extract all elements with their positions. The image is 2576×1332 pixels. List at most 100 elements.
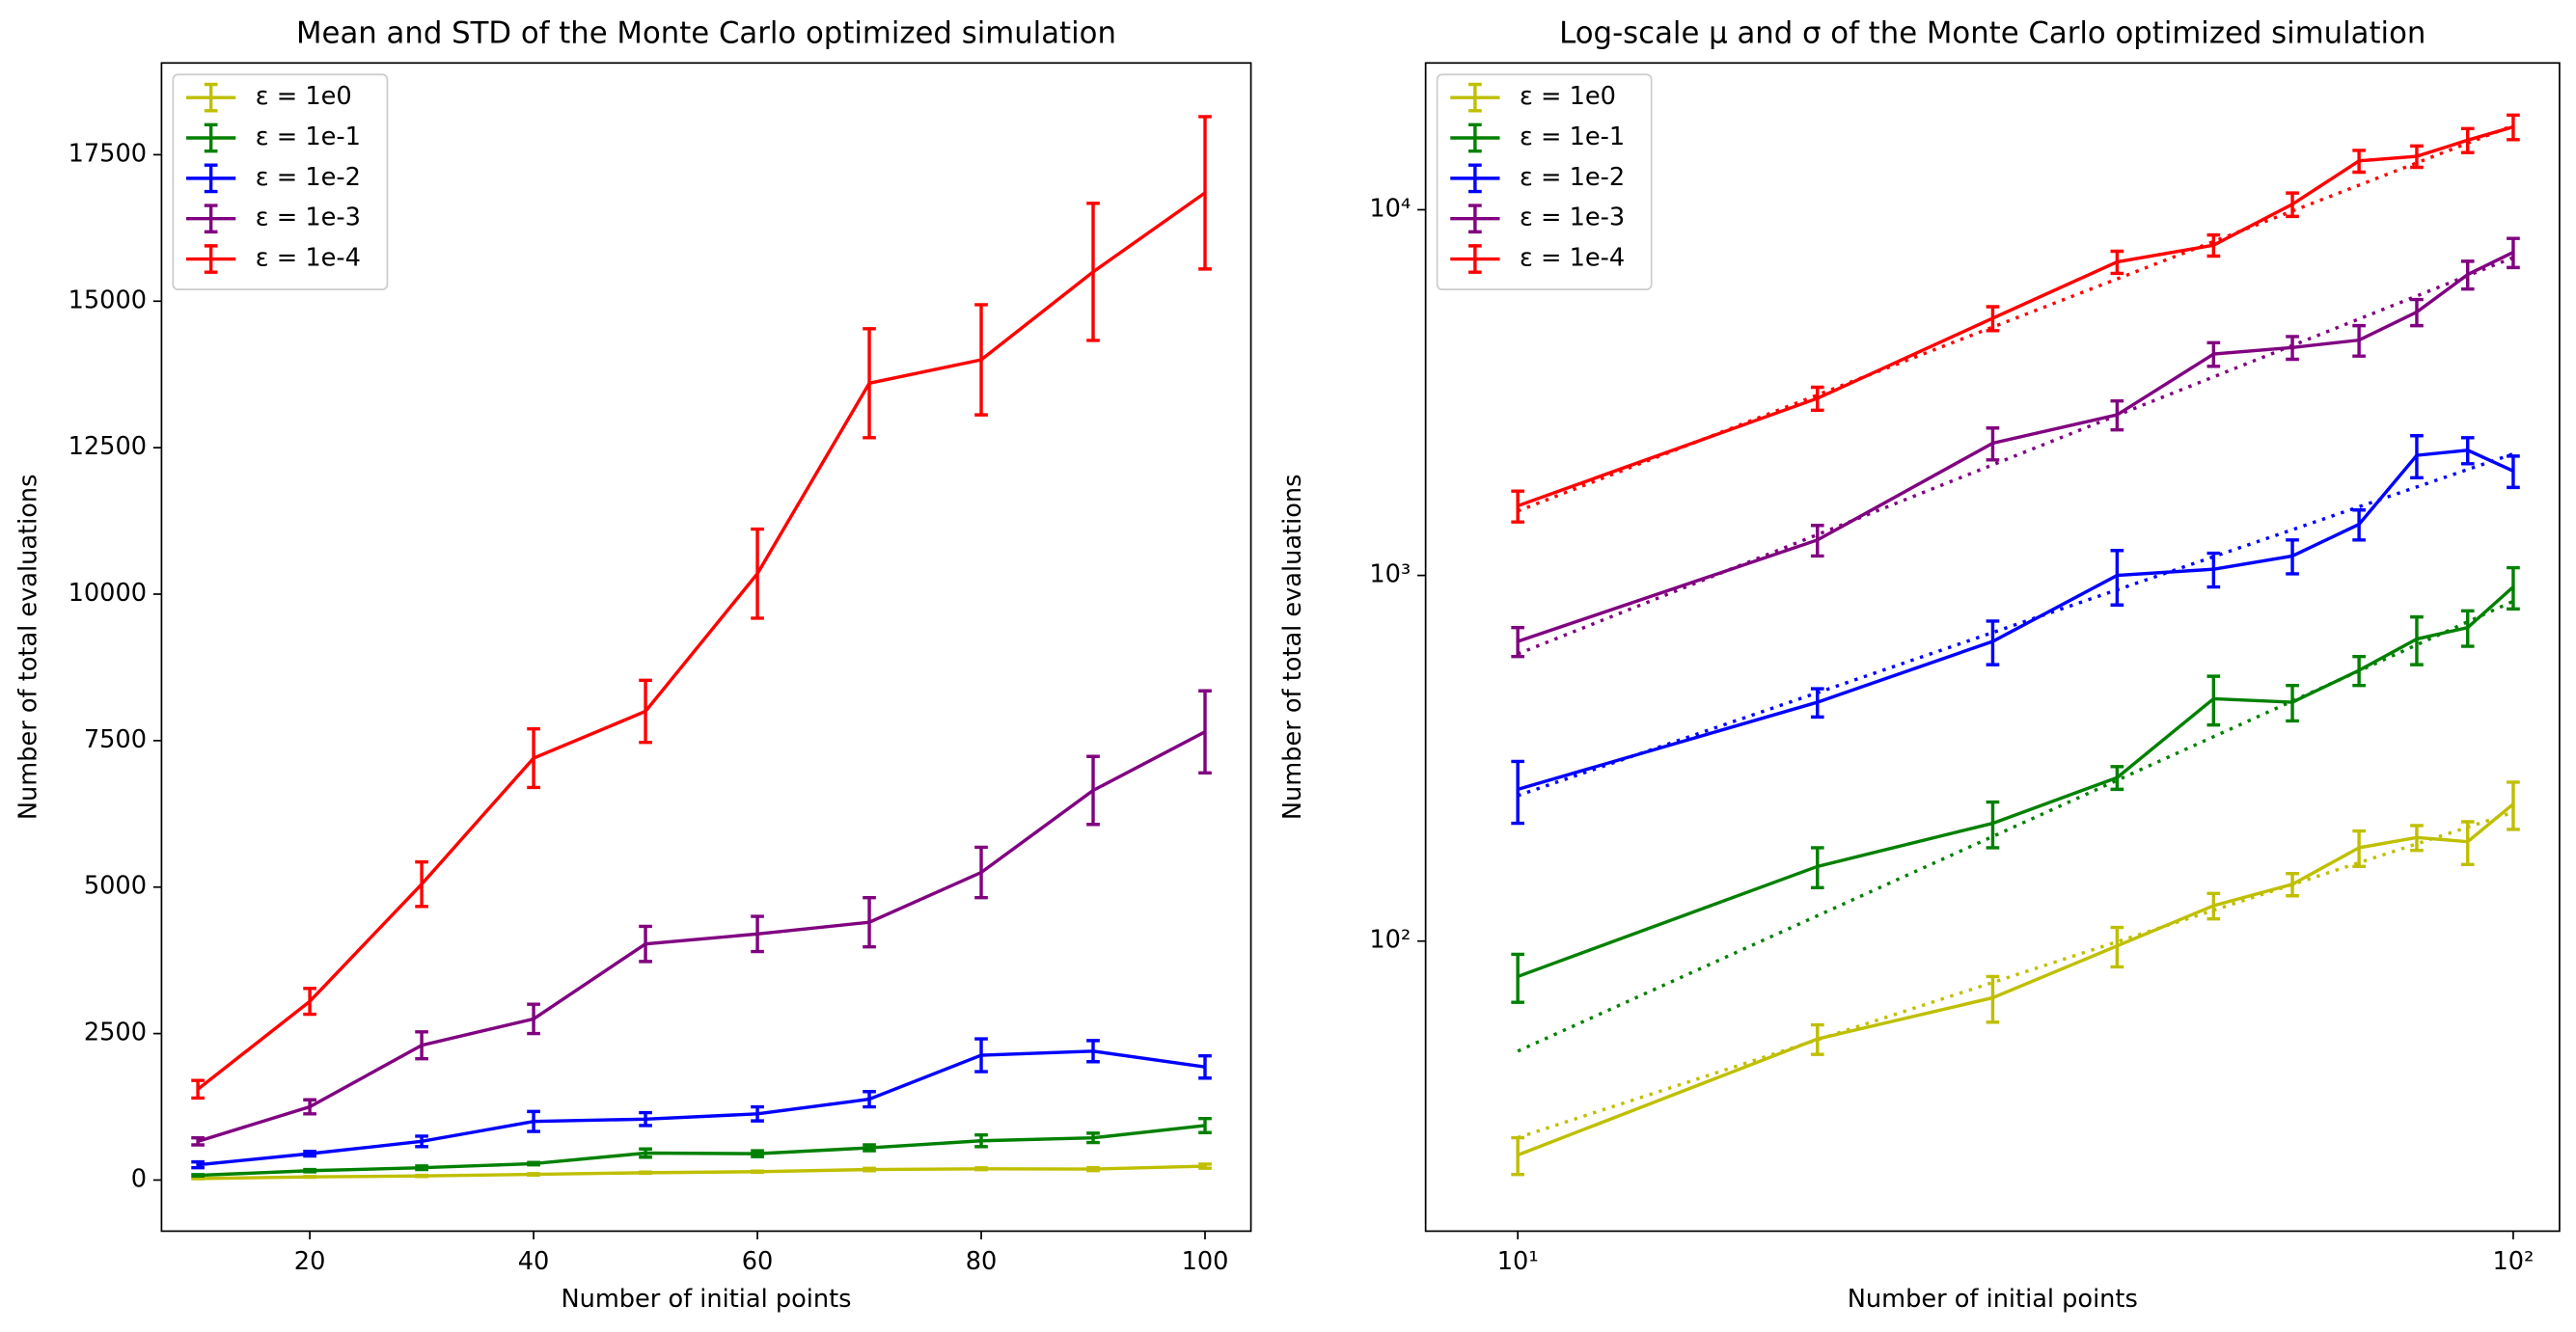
y-tick-label: 5000: [84, 872, 147, 901]
x-tick-label: 40: [518, 1247, 550, 1276]
error-bar: [2352, 508, 2366, 542]
error-bar: [751, 1149, 764, 1158]
error-bar: [1810, 524, 1824, 558]
error-bar: [1086, 202, 1100, 342]
legend-label: ε = 1e-1: [1520, 122, 1625, 151]
error-bar: [1198, 1053, 1212, 1080]
legend: ε = 1e0 ε = 1e-1 ε = 1e-2 ε = 1e-3 ε = 1e-4: [172, 73, 389, 291]
legend-symbol: [186, 82, 236, 113]
error-bar: [2352, 323, 2366, 358]
error-bar: [2410, 297, 2424, 328]
series-line: [197, 1049, 1206, 1167]
x-tick-label: 60: [742, 1247, 774, 1276]
y-tick-label: 12500: [69, 432, 147, 461]
error-bar: [2206, 674, 2221, 727]
fit-line: [1517, 810, 2514, 1140]
error-bar: [1198, 1116, 1212, 1134]
y-axis-label: Number of total evaluations: [1278, 475, 1307, 821]
error-bar: [2286, 871, 2299, 898]
y-tick-label: 17500: [69, 139, 147, 168]
legend-label: ε = 1e-4: [256, 244, 361, 273]
error-bar: [1198, 115, 1212, 271]
series-line: [1517, 251, 2514, 643]
error-bar: [974, 1037, 988, 1074]
error-bar: [303, 1149, 316, 1158]
error-bar: [2410, 824, 2424, 853]
legend-symbol: [186, 204, 236, 234]
error-bar: [191, 1078, 205, 1101]
legend-symbol: [1450, 204, 1500, 234]
error-bar: [527, 1172, 540, 1178]
error-bar: [2460, 259, 2475, 291]
legend-label: ε = 1e-2: [256, 163, 361, 192]
error-bar: [639, 924, 652, 964]
error-bar: [974, 845, 988, 900]
legend-label: ε = 1e-4: [1520, 244, 1625, 273]
error-bar: [1511, 489, 1525, 524]
error-bar: [2206, 232, 2221, 258]
legend-symbol: [186, 244, 236, 274]
series-line: [197, 191, 1206, 1091]
error-bar: [527, 1002, 540, 1036]
legend-symbol: [1450, 244, 1500, 274]
error-bar: [751, 1104, 764, 1123]
error-bar: [1086, 1165, 1100, 1173]
error-bar: [2507, 113, 2520, 142]
series-line: [198, 1164, 1206, 1181]
axes-frame: [1424, 62, 2561, 1233]
y-tick-label: 15000: [69, 285, 147, 314]
y-axis-label: Number of total evaluations: [14, 475, 43, 821]
error-bar: [2352, 829, 2366, 869]
series-line: [1517, 802, 2515, 1157]
error-bar: [974, 1132, 988, 1149]
series-line: [1517, 449, 2514, 792]
error-bar: [415, 1030, 428, 1061]
error-bar: [2460, 436, 2475, 466]
chart-title: Log-scale μ and σ of the Monte Carlo opt…: [1559, 16, 2425, 51]
x-tick-label: 100: [1182, 1247, 1229, 1276]
legend-symbol: [1450, 122, 1500, 153]
legend-label: ε = 1e-3: [1520, 204, 1625, 232]
error-bar: [303, 987, 316, 1017]
error-bar: [2206, 340, 2221, 368]
error-bar: [1511, 625, 1525, 659]
error-bar: [415, 1134, 428, 1149]
error-bar: [303, 1175, 316, 1180]
fit-line: [1517, 256, 2514, 656]
error-bar: [639, 678, 652, 745]
error-bar: [415, 859, 428, 909]
error-bar: [2460, 609, 2475, 648]
error-bar: [2110, 925, 2124, 969]
error-bar: [2110, 249, 2124, 276]
x-tick-label: 20: [294, 1247, 326, 1276]
y-tick-label: 10000: [69, 579, 147, 608]
error-bar: [1986, 800, 2000, 850]
y-tick-label: 10³: [1369, 560, 1411, 589]
error-bar: [1810, 1022, 1824, 1056]
x-axis-label: Number of initial points: [1848, 1285, 2138, 1314]
error-bar: [639, 1170, 652, 1176]
legend-label: ε = 1e-2: [1520, 163, 1625, 192]
error-bar: [2110, 765, 2124, 792]
error-bar: [1198, 689, 1212, 775]
error-bar: [2507, 454, 2520, 490]
error-bar: [1986, 619, 2000, 666]
error-bar: [2286, 191, 2299, 219]
error-bar: [863, 327, 876, 440]
legend-box: [1436, 73, 1653, 291]
y-tick-label: 0: [131, 1164, 147, 1193]
error-bar: [2110, 549, 2124, 607]
error-bar: [415, 1164, 428, 1172]
error-bar: [2206, 551, 2221, 589]
axes-frame: [160, 62, 1252, 1233]
legend-symbol: [186, 163, 236, 194]
legend-symbol: [1450, 163, 1500, 194]
y-tick-label: 10⁴: [1369, 194, 1411, 223]
error-bar: [2460, 126, 2475, 154]
y-tick-label: 2500: [84, 1019, 147, 1047]
error-bar: [1986, 305, 2000, 333]
error-bar: [2352, 654, 2366, 688]
series-line: [1517, 585, 2515, 979]
error-bar: [863, 895, 876, 949]
